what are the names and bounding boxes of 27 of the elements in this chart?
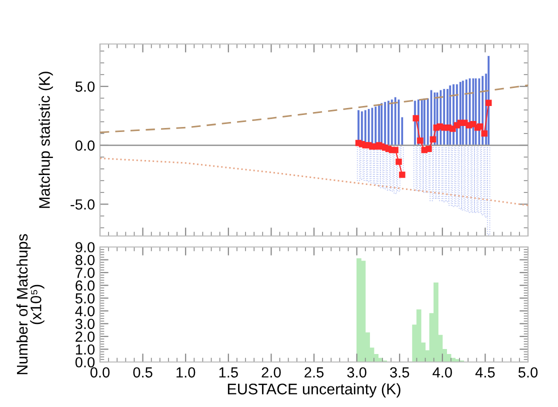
y-tick-label: 2.0 <box>76 332 95 342</box>
y-axis-title: Number of Matchups (x10⁵) <box>16 234 44 374</box>
x-tick-label: 4.5 <box>475 367 495 378</box>
y-tick-label: 5.0 <box>75 293 95 304</box>
y-tick-label: 1.0 <box>76 344 95 355</box>
y-tick-label: 4.0 <box>75 306 95 316</box>
x-tick-label: 1.5 <box>219 367 238 378</box>
y-tick-label: 0.0 <box>75 140 95 151</box>
y-tick-label: 5.0 <box>75 82 95 92</box>
y-tick-label: 8.0 <box>76 254 95 266</box>
y-tick-label: -5.0 <box>70 199 95 210</box>
y-tick-label: 6.0 <box>76 280 95 291</box>
y-tick-label: 9.0 <box>76 242 95 252</box>
x-tick-label: 5.0 <box>518 367 538 378</box>
y-tick-label: 3.0 <box>75 318 95 330</box>
x-tick-label: 1.0 <box>176 367 196 378</box>
x-tick-label: 0.0 <box>90 367 110 378</box>
x-tick-label: 2.5 <box>304 367 324 378</box>
x-tick-label: 3.5 <box>390 367 410 378</box>
x-tick-label: 4.0 <box>432 367 452 378</box>
y-axis-title: Matchup statistic (K) <box>38 72 53 208</box>
x-tick-label: 2.0 <box>262 367 281 378</box>
y-tick-label: 7.0 <box>76 268 95 278</box>
x-tick-label: 3.0 <box>347 367 366 378</box>
y-tick-label: 0.0 <box>75 357 95 368</box>
x-tick-label: 0.5 <box>133 367 152 378</box>
x-axis-title: EUSTACE uncertainty (K) <box>228 383 400 398</box>
